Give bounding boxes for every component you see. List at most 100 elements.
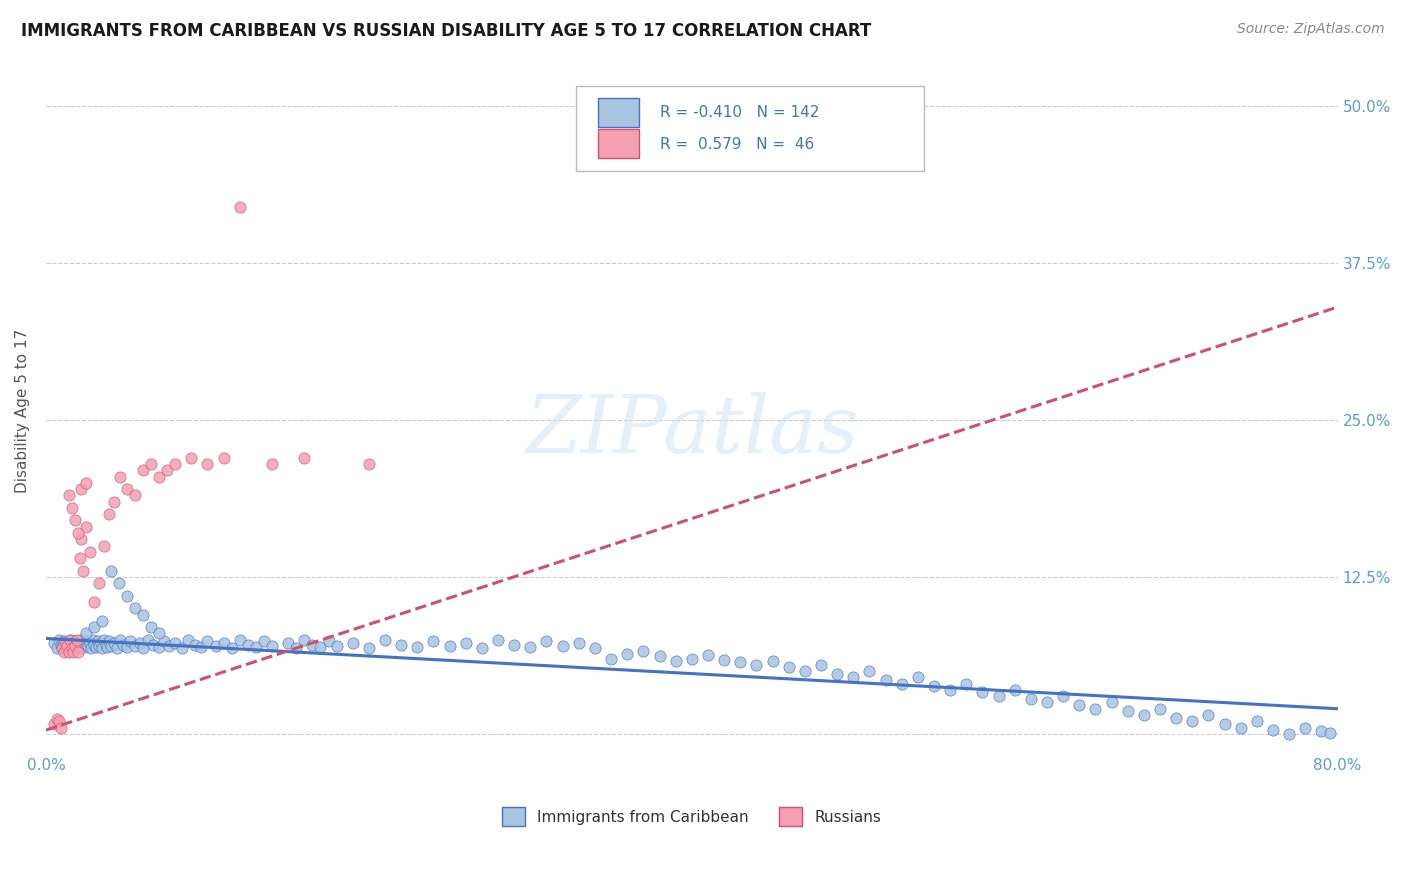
Point bbox=[422, 634, 444, 648]
Point bbox=[56, 639, 79, 653]
Point bbox=[69, 551, 91, 566]
Point bbox=[260, 639, 283, 653]
Point bbox=[1278, 727, 1301, 741]
Point bbox=[112, 638, 135, 652]
Point bbox=[82, 632, 104, 647]
Point bbox=[536, 634, 558, 648]
Point bbox=[277, 636, 299, 650]
Point bbox=[89, 576, 111, 591]
Point bbox=[58, 488, 80, 502]
Point bbox=[212, 636, 235, 650]
Point bbox=[91, 614, 114, 628]
Point bbox=[1149, 702, 1171, 716]
Point bbox=[148, 469, 170, 483]
Point bbox=[236, 638, 259, 652]
Point bbox=[63, 639, 86, 653]
Point bbox=[124, 488, 146, 502]
Point bbox=[778, 660, 800, 674]
Point bbox=[907, 670, 929, 684]
Point bbox=[70, 632, 93, 647]
Point bbox=[1133, 708, 1156, 723]
Point bbox=[97, 634, 120, 648]
Point bbox=[374, 632, 396, 647]
Point bbox=[325, 639, 347, 653]
Point bbox=[1229, 721, 1251, 735]
Point bbox=[761, 654, 783, 668]
Point bbox=[42, 636, 65, 650]
Point bbox=[103, 636, 125, 650]
Point bbox=[180, 450, 202, 465]
Point bbox=[165, 457, 187, 471]
Point bbox=[90, 636, 112, 650]
Point bbox=[170, 641, 193, 656]
Point bbox=[77, 639, 100, 653]
Point bbox=[60, 500, 83, 515]
Point bbox=[91, 641, 114, 656]
Point bbox=[197, 457, 219, 471]
Point bbox=[46, 712, 69, 726]
Text: R =  0.579   N =  46: R = 0.579 N = 46 bbox=[659, 137, 814, 152]
Point bbox=[93, 539, 115, 553]
FancyBboxPatch shape bbox=[598, 129, 638, 158]
Point bbox=[70, 533, 93, 547]
Point bbox=[228, 200, 250, 214]
Point bbox=[253, 634, 276, 648]
Point bbox=[84, 640, 107, 655]
Point bbox=[1319, 725, 1341, 739]
Point bbox=[357, 457, 380, 471]
Point bbox=[342, 636, 364, 650]
Point bbox=[1310, 724, 1333, 739]
Point bbox=[245, 640, 267, 655]
Point bbox=[79, 636, 101, 650]
Point bbox=[939, 682, 962, 697]
Point bbox=[110, 469, 132, 483]
Point bbox=[124, 639, 146, 653]
Point bbox=[190, 640, 212, 655]
Point bbox=[972, 685, 994, 699]
Point bbox=[842, 670, 865, 684]
Point bbox=[115, 482, 138, 496]
Point bbox=[48, 632, 70, 647]
Point bbox=[63, 513, 86, 527]
Point bbox=[89, 639, 111, 653]
Point bbox=[697, 648, 720, 662]
Point bbox=[825, 666, 848, 681]
Point bbox=[60, 641, 83, 656]
Point bbox=[58, 645, 80, 659]
Point bbox=[115, 640, 138, 655]
Point bbox=[63, 634, 86, 648]
Point bbox=[568, 636, 591, 650]
Point bbox=[100, 639, 122, 653]
Point bbox=[212, 450, 235, 465]
Point bbox=[357, 641, 380, 656]
Point bbox=[75, 634, 97, 648]
Point bbox=[73, 640, 96, 655]
Point bbox=[1052, 689, 1074, 703]
Point bbox=[67, 636, 90, 650]
Point bbox=[67, 526, 90, 541]
Point bbox=[292, 632, 315, 647]
Point bbox=[75, 519, 97, 533]
Point bbox=[46, 641, 69, 656]
Point bbox=[153, 634, 176, 648]
Point bbox=[285, 641, 308, 656]
Point bbox=[503, 638, 526, 652]
Point bbox=[79, 545, 101, 559]
Point bbox=[197, 634, 219, 648]
Point bbox=[745, 657, 768, 672]
Point bbox=[132, 641, 155, 656]
Legend: Immigrants from Caribbean, Russians: Immigrants from Caribbean, Russians bbox=[496, 801, 887, 832]
Point bbox=[60, 638, 83, 652]
Point bbox=[228, 632, 250, 647]
Point bbox=[53, 635, 76, 649]
Point bbox=[301, 638, 323, 652]
Point bbox=[66, 632, 89, 647]
Point bbox=[1069, 698, 1091, 712]
Point bbox=[318, 634, 340, 648]
Text: IMMIGRANTS FROM CARIBBEAN VS RUSSIAN DISABILITY AGE 5 TO 17 CORRELATION CHART: IMMIGRANTS FROM CARIBBEAN VS RUSSIAN DIS… bbox=[21, 22, 872, 40]
Point bbox=[128, 636, 150, 650]
Point bbox=[260, 457, 283, 471]
FancyBboxPatch shape bbox=[575, 86, 924, 171]
Point bbox=[124, 601, 146, 615]
Point bbox=[728, 655, 751, 669]
